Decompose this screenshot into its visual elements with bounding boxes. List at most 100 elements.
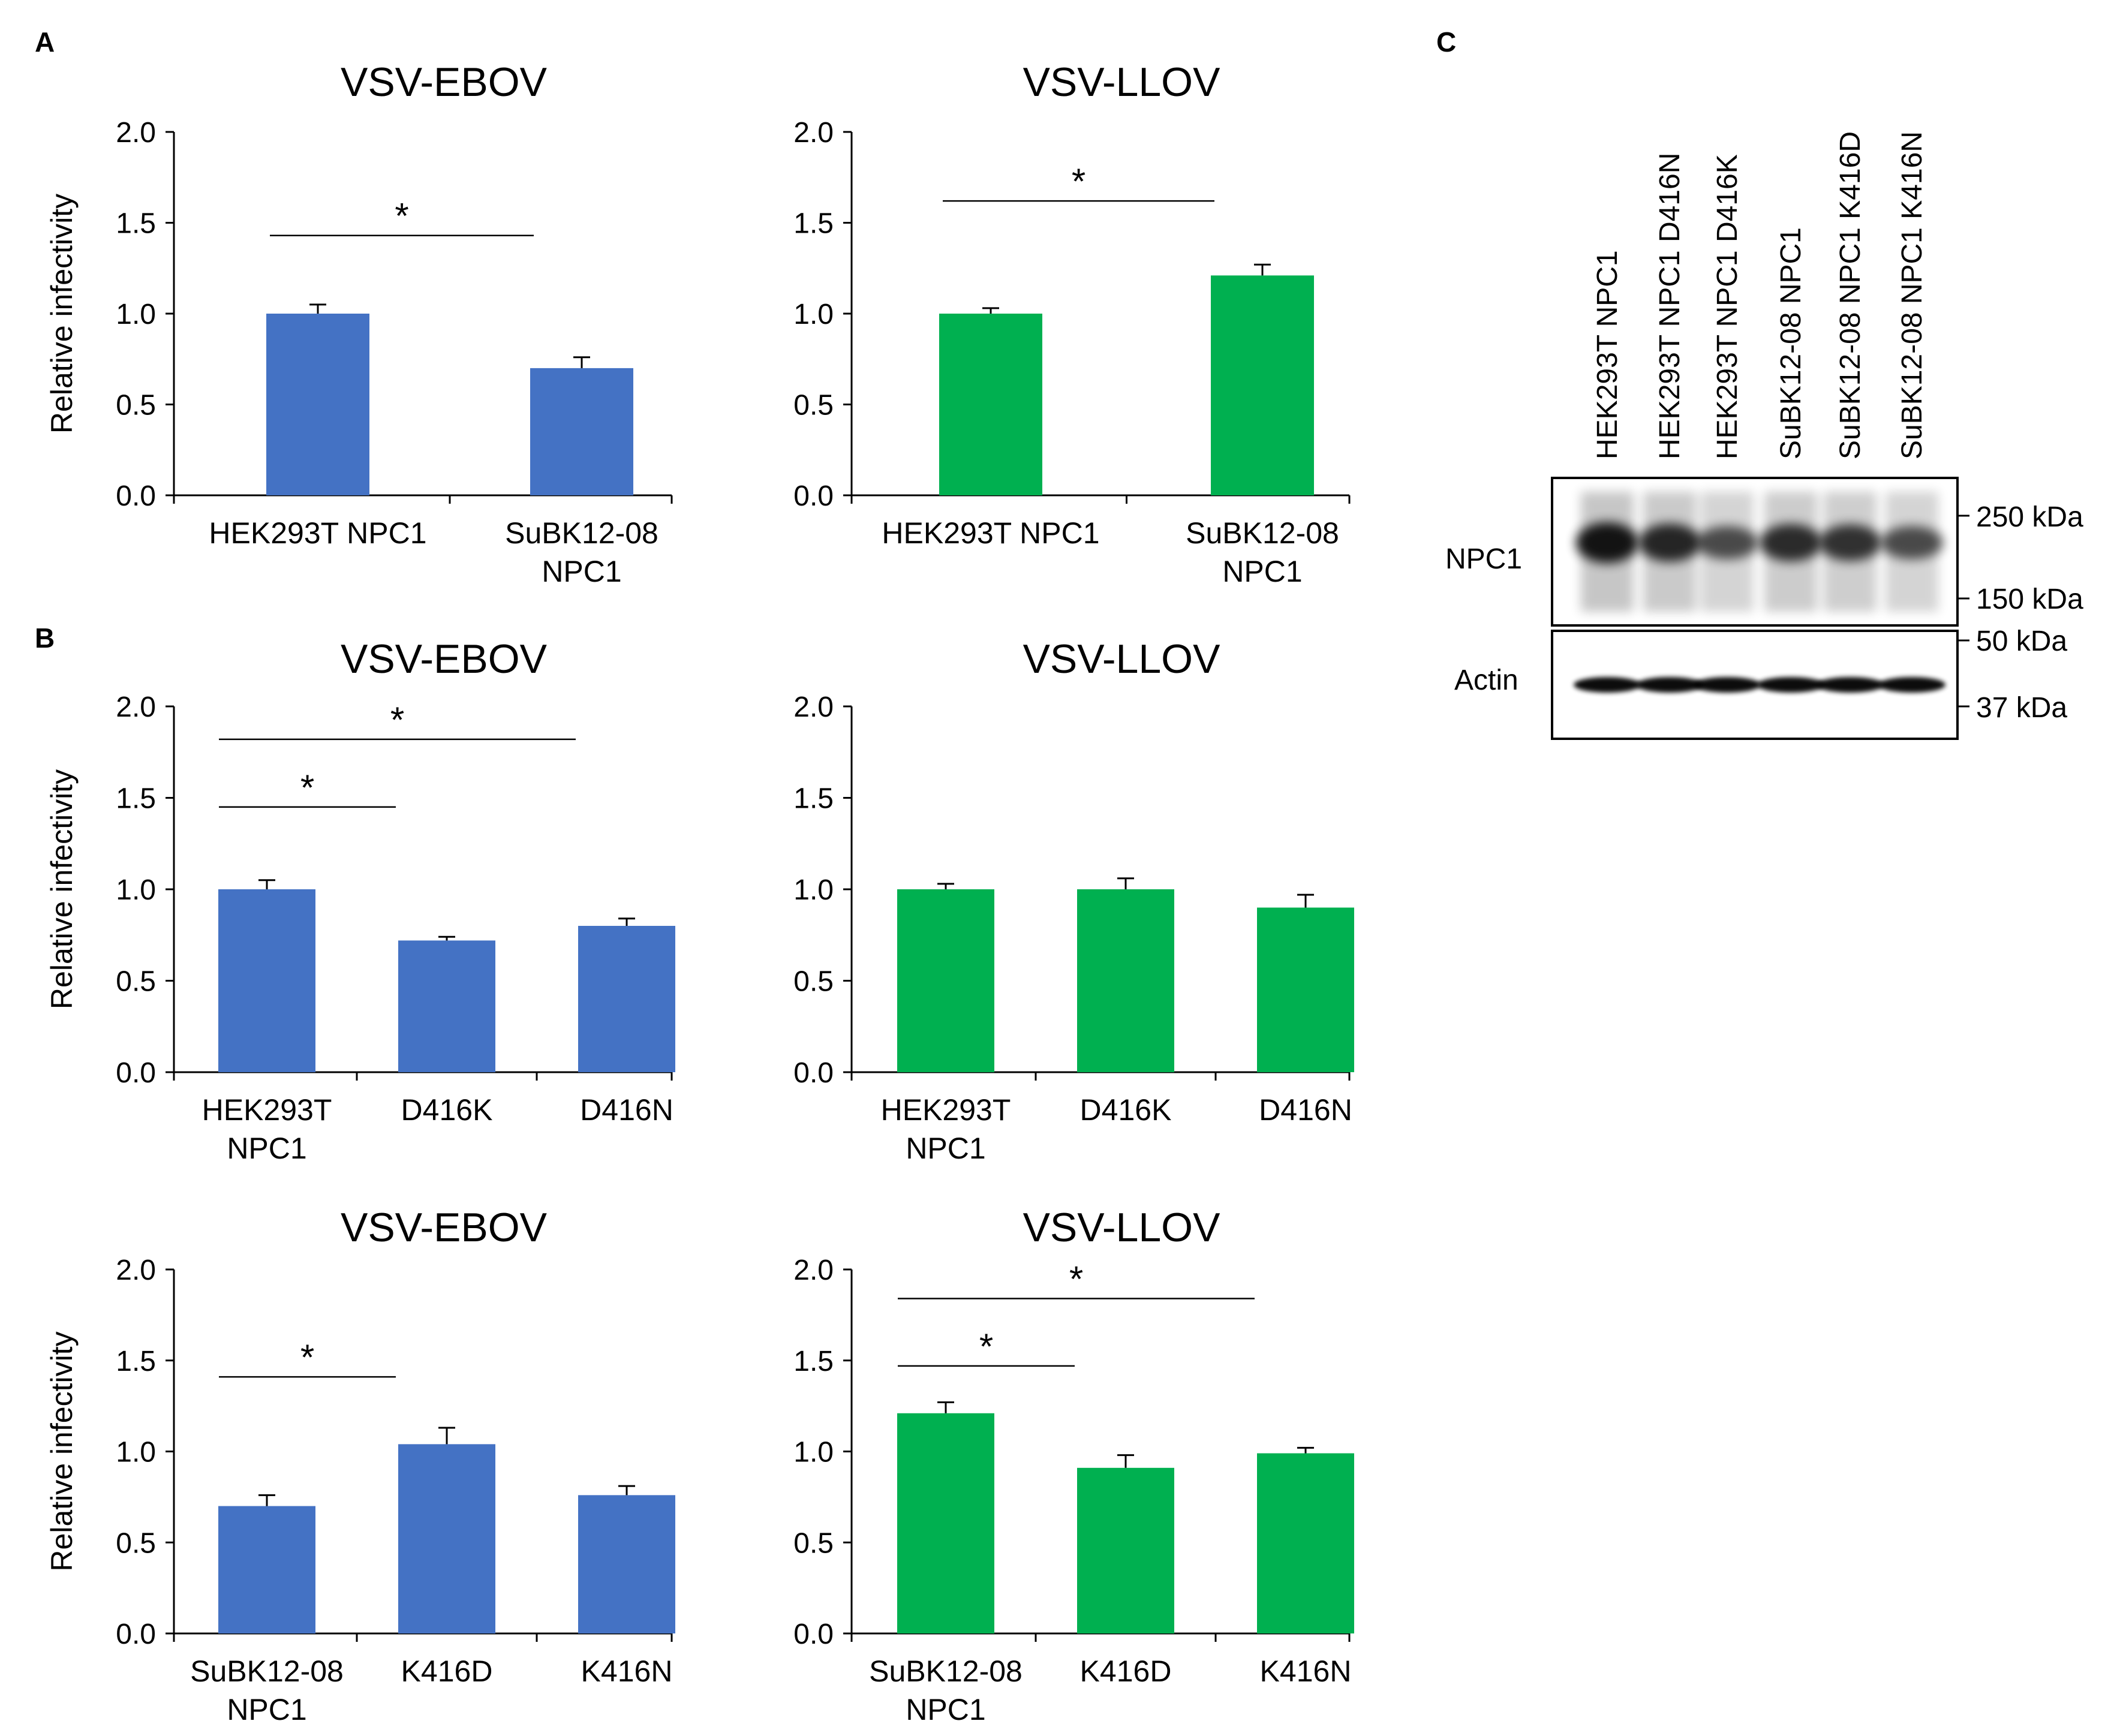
bar	[939, 314, 1042, 495]
x-tick-label: SuBK12-08	[869, 1654, 1023, 1688]
actin-band	[1636, 677, 1703, 693]
bar	[266, 314, 369, 495]
chart-title: VSV-EBOV	[341, 636, 548, 682]
actin-band	[1694, 677, 1761, 693]
y-tick-label: 1.5	[116, 783, 156, 815]
y-tick-label: 1.0	[793, 874, 834, 906]
npc1-band	[1576, 522, 1638, 563]
bar	[578, 926, 675, 1072]
y-tick-label: 0.0	[116, 1618, 156, 1650]
x-tick-label: SuBK12-08	[505, 516, 658, 550]
significance-label: *	[1069, 1259, 1083, 1299]
bar	[578, 1495, 675, 1633]
y-tick-label: 2.0	[116, 117, 156, 149]
x-tick-label: K416D	[401, 1654, 493, 1688]
western-blot: HEK293T NPC1 HEK293T NPC1 D416N HEK293T NP…	[1445, 131, 2083, 740]
significance-label: *	[300, 768, 314, 808]
npc1-band	[1819, 524, 1881, 561]
npc1-blot-label: NPC1	[1445, 543, 1522, 575]
bar	[530, 368, 633, 495]
chart-title: VSV-EBOV	[341, 1205, 548, 1250]
bar-charts: VSV-EBOV Relative infectivity 0.0 0.5 1.0 1.5…	[45, 59, 1354, 1726]
bar	[1257, 907, 1354, 1072]
y-axis-label: Relative infectivity	[45, 194, 79, 434]
marker-50-kda: 50 kDa	[1976, 625, 2067, 657]
x-tick-label: NPC1	[1222, 555, 1302, 588]
y-tick-label: 0.5	[116, 1527, 156, 1559]
chart-title: VSV-LLOV	[1023, 59, 1220, 105]
npc1-band	[1638, 523, 1701, 562]
x-tick-label: NPC1	[906, 1132, 985, 1165]
marker-250-kda: 250 kDa	[1976, 501, 2083, 533]
actin-blot-label: Actin	[1454, 664, 1518, 696]
chart-title: VSV-LLOV	[1023, 636, 1220, 682]
x-tick-label: D416N	[580, 1093, 673, 1127]
chart-a1: VSV-EBOV Relative infectivity 0.0 0.5 1.0 1.5…	[45, 59, 673, 588]
x-tick-label: K416D	[1080, 1654, 1172, 1688]
marker-37-kda: 37 kDa	[1976, 692, 2067, 724]
x-tick-label: HEK293T NPC1	[209, 516, 426, 550]
bar	[1077, 1467, 1174, 1633]
y-tick-label: 1.5	[793, 208, 834, 240]
npc1-band	[1696, 526, 1758, 559]
x-tick-label: SuBK12-08	[1186, 516, 1339, 550]
y-axis-label: Relative infectivity	[45, 769, 79, 1009]
chart-b3: VSV-EBOV Relative infectivity 0.0 0.5 1.0 1.5…	[45, 1205, 675, 1726]
marker-150-kda: 150 kDa	[1976, 583, 2083, 615]
y-tick-label: 2.0	[793, 117, 834, 149]
x-tick-label: D416K	[401, 1093, 493, 1127]
y-tick-label: 0.5	[793, 966, 834, 998]
bar	[897, 1413, 994, 1633]
lane-label: HEK293T NPC1 D416N	[1654, 153, 1686, 459]
y-tick-label: 2.0	[793, 1254, 834, 1286]
lane-labels: HEK293T NPC1 HEK293T NPC1 D416N HEK293T NP…	[1592, 131, 1928, 459]
chart-title: VSV-EBOV	[341, 59, 548, 105]
y-tick-label: 2.0	[116, 691, 156, 723]
lane-label: HEK293T NPC1	[1592, 250, 1623, 459]
significance-label: *	[979, 1326, 993, 1367]
y-tick-label: 1.0	[116, 874, 156, 906]
y-tick-label: 0.0	[793, 480, 834, 512]
x-tick-label: K416N	[1260, 1654, 1352, 1688]
y-tick-label: 1.0	[116, 299, 156, 330]
y-axis-label: Relative infectivity	[45, 1331, 79, 1571]
y-tick-label: 1.0	[116, 1437, 156, 1469]
actin-band	[1817, 677, 1884, 693]
npc1-band	[1881, 526, 1943, 559]
y-tick-label: 0.0	[793, 1618, 834, 1650]
x-tick-label: NPC1	[227, 1693, 306, 1726]
npc1-bands	[1576, 492, 1943, 612]
y-tick-label: 0.5	[793, 1527, 834, 1559]
x-tick-label: HEK293T	[202, 1093, 332, 1127]
y-tick-label: 1.0	[793, 1437, 834, 1469]
bar	[218, 1506, 315, 1633]
y-tick-label: 2.0	[793, 691, 834, 723]
y-tick-label: 0.5	[116, 390, 156, 422]
panel-label-a: A	[35, 26, 55, 58]
x-tick-label: K416N	[581, 1654, 673, 1688]
lane-label: SuBK12-08 NPC1 K416N	[1896, 131, 1928, 459]
x-tick-label: SuBK12-08	[190, 1654, 344, 1688]
y-tick-label: 2.0	[116, 1254, 156, 1286]
bar	[1211, 275, 1314, 495]
actin-band	[1574, 677, 1641, 693]
chart-title: VSV-LLOV	[1023, 1205, 1220, 1250]
bar	[1257, 1453, 1354, 1633]
bar	[398, 1444, 495, 1633]
panel-label-b: B	[35, 622, 55, 654]
x-tick-label: HEK293T NPC1	[882, 516, 1099, 550]
chart-b2: VSV-LLOV 0.0 0.5 1.0 1.5 2.0 HEK293T NPC1 D416K D…	[793, 636, 1354, 1165]
actin-bands	[1574, 677, 1945, 693]
chart-b1: VSV-EBOV Relative infectivity 0.0 0.5 1.0 1.5…	[45, 636, 675, 1165]
chart-b4: VSV-LLOV 0.0 0.5 1.0 1.5 2.0 SuBK12-08 NPC1 K416…	[793, 1205, 1354, 1726]
y-tick-label: 0.0	[793, 1057, 834, 1089]
x-tick-label: NPC1	[542, 555, 621, 588]
y-tick-label: 0.5	[116, 966, 156, 998]
y-tick-label: 1.0	[793, 299, 834, 330]
y-tick-label: 1.5	[116, 1346, 156, 1377]
x-tick-label: NPC1	[906, 1693, 985, 1726]
npc1-band	[1760, 523, 1822, 562]
significance-label: *	[300, 1337, 314, 1377]
bar	[1077, 889, 1174, 1072]
